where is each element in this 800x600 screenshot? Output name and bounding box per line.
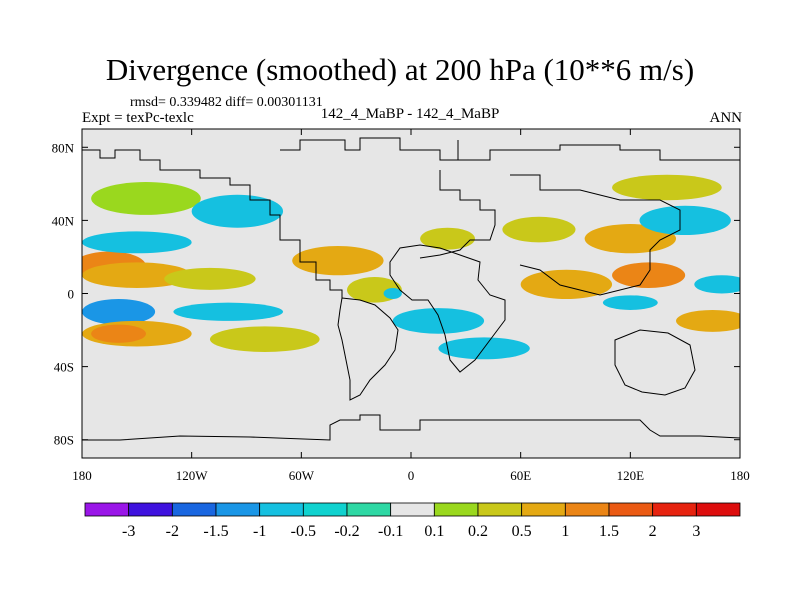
x-tick-label: 120E	[617, 468, 645, 483]
y-tick-label: 80S	[54, 433, 74, 448]
y-tick-label: 40S	[54, 360, 74, 375]
field-blob	[383, 288, 402, 299]
colorbar-swatch	[695, 502, 741, 517]
case-label: 142_4_MaBP - 142_4_MaBP	[320, 106, 500, 122]
experiment-label: Expt = texPc-texlc	[82, 110, 194, 126]
y-tick-label: 40N	[52, 213, 75, 228]
field-blob	[82, 298, 156, 325]
field-blob	[191, 194, 284, 228]
colorbar-label: -0.1	[378, 523, 403, 540]
colorbar: -3 -2 -1.5 -1 -0.5 -0.2 -0.1 0.1 0.2 0.5 1 1.5 2 3	[84, 502, 741, 540]
colorbar-label: 1.5	[599, 523, 619, 540]
field-blob	[639, 205, 731, 236]
coastlines	[82, 137, 740, 441]
field-blob	[584, 224, 677, 254]
coastline-africa	[389, 244, 506, 373]
colorbar-swatch	[128, 502, 173, 517]
colorbar-swatch	[215, 502, 261, 517]
field-blob	[602, 295, 658, 310]
x-tick-label: 180	[72, 468, 92, 483]
colorbar-label: -0.5	[291, 523, 316, 540]
colorbar-label: 0.1	[424, 523, 444, 540]
colorbar-label: 2	[649, 523, 657, 540]
y-tick-label: 0	[68, 287, 75, 302]
field-blob	[292, 245, 384, 276]
colorbar-swatch	[564, 502, 610, 517]
colorbar-swatch	[171, 502, 217, 517]
stats-line: rmsd= 0.339482 diff= 0.00301131	[130, 95, 323, 110]
coastline-south-america	[337, 297, 399, 401]
x-tick-label: 180	[730, 468, 750, 483]
field-blob	[520, 269, 613, 299]
x-tick-label: 120W	[176, 468, 209, 483]
colorbar-label: -0.2	[334, 523, 359, 540]
colorbar-label: 1	[561, 523, 569, 540]
colorbar-label: 0.2	[468, 523, 488, 540]
chart-title: Divergence (smoothed) at 200 hPa (10**6 …	[105, 52, 695, 87]
coastline-greenland-arctic	[280, 137, 459, 161]
field-layer	[82, 174, 740, 360]
coastline-europe	[419, 170, 496, 259]
colorbar-swatch	[302, 502, 348, 517]
colorbar-swatch	[608, 502, 654, 517]
field-blob	[82, 262, 192, 289]
colorbar-label: -2	[166, 523, 179, 540]
colorbar-label: -1.5	[203, 523, 228, 540]
field-blob	[392, 308, 485, 334]
y-axis: 80N 40N 0 40S 80S	[52, 140, 740, 448]
colorbar-label: -3	[122, 523, 135, 540]
coastline-antarctica	[82, 414, 740, 441]
coastline-north-america	[82, 149, 343, 298]
colorbar-swatch	[477, 502, 523, 517]
season-label: ANN	[709, 110, 743, 126]
colorbar-swatch	[521, 502, 566, 517]
field-blob	[209, 326, 320, 352]
field-blob	[420, 227, 475, 250]
field-blob	[82, 231, 192, 254]
colorbar-label: 0.5	[512, 523, 532, 540]
x-tick-label: 0	[408, 468, 415, 483]
field-blob	[694, 275, 740, 294]
field-blob	[91, 324, 146, 343]
colorbar-swatch	[346, 502, 392, 517]
colorbar-swatch	[652, 502, 697, 517]
field-blob	[164, 267, 256, 290]
x-tick-label: 60E	[510, 468, 531, 483]
field-blob	[612, 174, 722, 201]
x-axis: 180 120W 60W 0 60E 120E 180	[72, 129, 750, 483]
field-blob	[676, 309, 740, 332]
x-tick-label: 60W	[289, 468, 315, 483]
coastline-australia	[614, 329, 696, 396]
y-tick-label: 80N	[52, 140, 75, 155]
colorbar-label: -1	[253, 523, 266, 540]
field-blob	[173, 302, 284, 321]
field-blob	[91, 182, 201, 215]
colorbar-swatch	[259, 502, 304, 517]
colorbar-label: 3	[692, 523, 700, 540]
colorbar-swatch	[390, 502, 435, 517]
field-blob	[612, 262, 686, 289]
colorbar-swatch	[84, 502, 130, 517]
field-blob	[502, 216, 576, 243]
coastline-asia	[458, 144, 740, 296]
colorbar-swatch	[433, 502, 479, 517]
